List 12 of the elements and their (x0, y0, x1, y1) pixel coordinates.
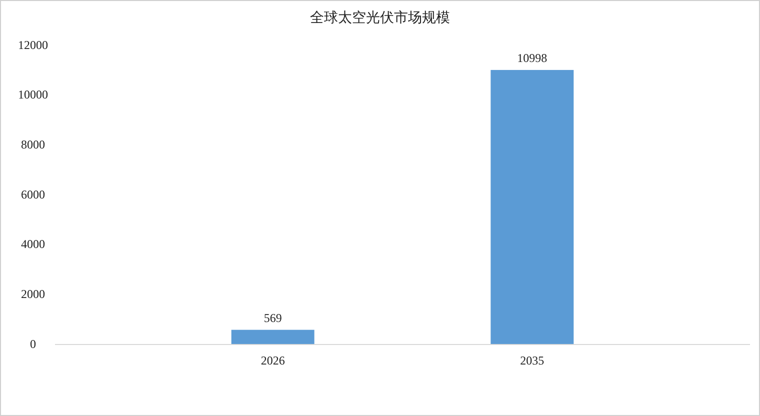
y-tick-label: 2000 (21, 287, 45, 302)
y-tick-label: 8000 (21, 138, 45, 152)
x-tick-label: 2035 (520, 354, 544, 368)
x-tick-label: 2026 (260, 354, 285, 368)
y-tick-label: 0 (30, 336, 36, 351)
y-tick-label: 12000 (18, 38, 48, 52)
data-label: 569 (264, 310, 282, 325)
y-tick-label: 10000 (18, 88, 48, 102)
chart-title: 全球太空光伏市场规模 (310, 10, 450, 26)
y-tick-label: 4000 (21, 237, 45, 252)
y-tick-label: 6000 (21, 187, 45, 202)
data-label: 10998 (517, 50, 548, 65)
